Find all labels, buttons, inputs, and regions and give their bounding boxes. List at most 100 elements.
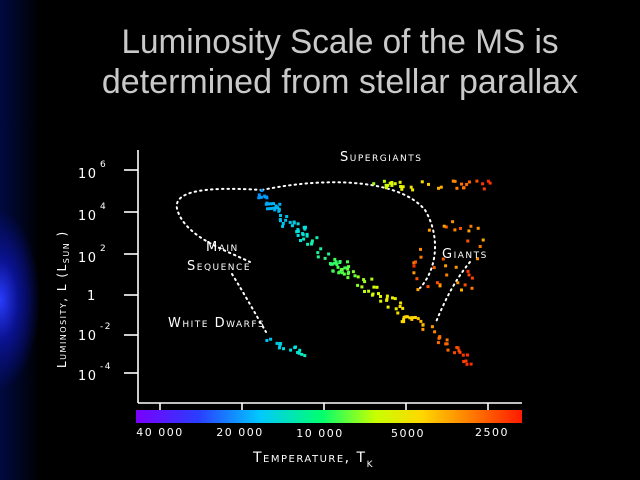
- star-dot: [296, 222, 300, 226]
- star-dot: [453, 228, 457, 232]
- star-dot: [412, 264, 416, 268]
- star-dot: [438, 284, 442, 288]
- star-dot: [393, 182, 397, 186]
- star-dot: [301, 233, 305, 237]
- star-dot: [289, 348, 293, 352]
- star-dot: [257, 193, 261, 197]
- star-dot: [343, 266, 347, 270]
- star-dot: [272, 202, 275, 206]
- star-dot: [385, 298, 389, 302]
- star-dot: [462, 360, 466, 363]
- star-dot: [279, 342, 283, 346]
- star-dot: [419, 247, 422, 251]
- star-dot: [379, 295, 382, 298]
- star-dot: [402, 315, 406, 319]
- star-dot: [303, 354, 307, 358]
- star-dot: [409, 185, 413, 189]
- star-dot: [426, 285, 430, 289]
- main-sequence-label-2: Sequence: [187, 259, 251, 274]
- star-dot: [273, 208, 277, 212]
- star-dot: [408, 316, 412, 320]
- star-dot: [264, 202, 268, 206]
- y-tick-exp: -4: [100, 362, 112, 372]
- star-dot: [412, 271, 416, 275]
- star-dot: [298, 348, 302, 352]
- star-dot: [427, 182, 430, 186]
- x-tick-labels: 40 000 20 000 10 000 5000 2500: [136, 426, 507, 440]
- white-dwarfs-label: White Dwarfs: [168, 316, 265, 331]
- star-dot: [269, 337, 273, 341]
- star-dot: [385, 294, 389, 298]
- star-dot: [465, 362, 469, 366]
- y-axis-title: Luminosity, L (LSUN ): [55, 230, 71, 368]
- star-dot: [415, 277, 419, 281]
- star-dot: [296, 229, 300, 233]
- side-blue-glow: [0, 0, 40, 480]
- y-tick-label: 10: [78, 251, 98, 266]
- x-tick-label: 40 000: [136, 426, 184, 439]
- star-dot: [400, 187, 404, 191]
- star-dot: [310, 242, 313, 246]
- star-dot: [396, 311, 400, 315]
- slide-title: Luminosity Scale of the MS is determined…: [40, 22, 640, 102]
- region-labels: Supergiants Giants Main Sequence White D…: [168, 150, 488, 331]
- star-dot: [363, 280, 367, 284]
- star-dot: [367, 289, 371, 293]
- star-dot: [296, 351, 300, 354]
- star-dot: [346, 260, 349, 264]
- star-dot: [401, 185, 405, 189]
- star-dot: [475, 179, 479, 183]
- star-dot: [466, 239, 470, 243]
- star-dot: [323, 256, 327, 260]
- star-dot: [433, 330, 437, 334]
- star-dot: [257, 196, 261, 200]
- star-dot: [481, 238, 485, 242]
- y-tick-labels: 10 6 10 4 10 2 1 10 -2 10 -4: [78, 160, 112, 384]
- star-dot: [346, 272, 350, 276]
- star-dot: [315, 236, 319, 240]
- star-dot: [421, 323, 425, 327]
- star-dot: [362, 278, 366, 282]
- star-dot: [410, 317, 414, 321]
- star-dot: [386, 305, 390, 309]
- main-sequence-label-1: Main: [206, 240, 239, 255]
- star-dot: [290, 224, 294, 228]
- star-dot: [481, 182, 485, 186]
- star-dot: [279, 214, 282, 217]
- star-dot: [269, 202, 273, 206]
- star-dot: [379, 299, 383, 303]
- star-dot: [346, 267, 350, 271]
- star-dot: [467, 273, 471, 277]
- star-dot: [319, 247, 323, 251]
- star-dot: [300, 352, 304, 356]
- star-dot: [459, 226, 462, 230]
- star-dot: [382, 179, 386, 183]
- star-dot: [356, 283, 360, 287]
- star-dot: [356, 275, 360, 279]
- star-dot: [399, 185, 403, 188]
- y-tick-exp: 2: [100, 244, 107, 254]
- star-dot: [455, 346, 459, 349]
- star-dot: [363, 290, 366, 293]
- star-dot: [446, 348, 450, 352]
- y-tick-marks: [124, 169, 138, 374]
- star-dot: [338, 270, 342, 274]
- star-dot: [274, 204, 278, 208]
- star-dot: [281, 224, 285, 228]
- y-tick-label: 10: [78, 329, 98, 344]
- star-dot: [402, 320, 406, 324]
- temperature-spectrum-bar: [136, 410, 522, 423]
- star-dot: [304, 225, 307, 229]
- star-dot: [411, 316, 415, 320]
- star-dot: [445, 273, 449, 277]
- star-dot: [411, 188, 415, 192]
- star-dot: [391, 296, 394, 300]
- star-dot: [460, 288, 463, 292]
- star-dot: [438, 335, 442, 339]
- star-dot: [277, 209, 281, 213]
- y-tick-exp: -2: [100, 322, 112, 332]
- star-dot: [457, 349, 461, 353]
- giants-label: Giants: [442, 247, 488, 262]
- star-dot: [346, 276, 350, 280]
- star-dot: [305, 232, 309, 236]
